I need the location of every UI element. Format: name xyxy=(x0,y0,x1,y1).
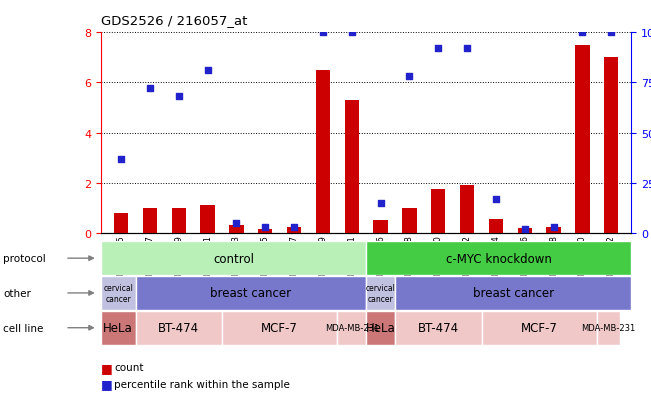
Text: cell line: cell line xyxy=(3,323,44,333)
Bar xyxy=(135,311,222,345)
Bar xyxy=(546,227,561,233)
Bar xyxy=(344,101,359,233)
Point xyxy=(231,220,242,227)
Bar xyxy=(143,208,157,233)
Bar xyxy=(431,190,445,233)
Bar xyxy=(395,276,631,310)
Text: cervical
cancer: cervical cancer xyxy=(104,284,133,303)
Bar xyxy=(374,221,388,233)
Bar xyxy=(172,208,186,233)
Text: c-MYC knockdown: c-MYC knockdown xyxy=(446,252,552,265)
Text: HeLa: HeLa xyxy=(104,321,133,335)
Point xyxy=(116,156,126,163)
Bar xyxy=(201,206,215,233)
Text: MCF-7: MCF-7 xyxy=(261,321,298,335)
Bar xyxy=(222,311,337,345)
Text: MDA-MB-231: MDA-MB-231 xyxy=(581,323,635,332)
Text: other: other xyxy=(3,288,31,298)
Text: BT-474: BT-474 xyxy=(158,321,199,335)
Point xyxy=(346,30,357,36)
Bar xyxy=(367,311,395,345)
Text: BT-474: BT-474 xyxy=(418,321,459,335)
Text: cervical
cancer: cervical cancer xyxy=(366,284,396,303)
Bar xyxy=(316,71,330,233)
Point xyxy=(577,30,588,36)
Bar xyxy=(135,276,367,310)
Bar xyxy=(229,226,243,233)
Bar xyxy=(489,220,503,233)
Bar xyxy=(597,311,620,345)
Text: ■: ■ xyxy=(101,361,113,374)
Text: count: count xyxy=(114,363,143,373)
Bar xyxy=(101,311,135,345)
Bar xyxy=(337,311,367,345)
Bar xyxy=(367,276,395,310)
Bar xyxy=(604,58,618,233)
Point xyxy=(318,30,328,36)
Text: MCF-7: MCF-7 xyxy=(521,321,558,335)
Text: MDA-MB-231: MDA-MB-231 xyxy=(325,323,379,332)
Point xyxy=(433,46,443,52)
Point xyxy=(289,224,299,230)
Text: HeLa: HeLa xyxy=(366,321,395,335)
Bar xyxy=(101,242,366,275)
Text: ■: ■ xyxy=(101,377,113,391)
Point xyxy=(145,86,155,93)
Bar xyxy=(101,276,135,310)
Text: control: control xyxy=(213,252,254,265)
Point xyxy=(462,46,473,52)
Point xyxy=(174,94,184,100)
Point xyxy=(202,68,213,74)
Point xyxy=(404,74,415,81)
Bar xyxy=(395,311,482,345)
Bar xyxy=(402,208,417,233)
Text: breast cancer: breast cancer xyxy=(210,287,292,300)
Point xyxy=(376,200,386,206)
Bar xyxy=(114,213,128,233)
Point xyxy=(260,224,270,230)
Point xyxy=(548,224,559,230)
Text: protocol: protocol xyxy=(3,254,46,263)
Text: percentile rank within the sample: percentile rank within the sample xyxy=(114,379,290,389)
Bar xyxy=(258,230,273,233)
Bar xyxy=(518,228,532,233)
Bar xyxy=(367,242,631,275)
Point xyxy=(491,196,501,203)
Bar xyxy=(287,227,301,233)
Point xyxy=(606,30,616,36)
Bar xyxy=(482,311,597,345)
Text: breast cancer: breast cancer xyxy=(473,287,554,300)
Bar xyxy=(460,186,475,233)
Text: GDS2526 / 216057_at: GDS2526 / 216057_at xyxy=(101,14,247,27)
Point xyxy=(519,226,530,233)
Bar xyxy=(575,45,590,233)
